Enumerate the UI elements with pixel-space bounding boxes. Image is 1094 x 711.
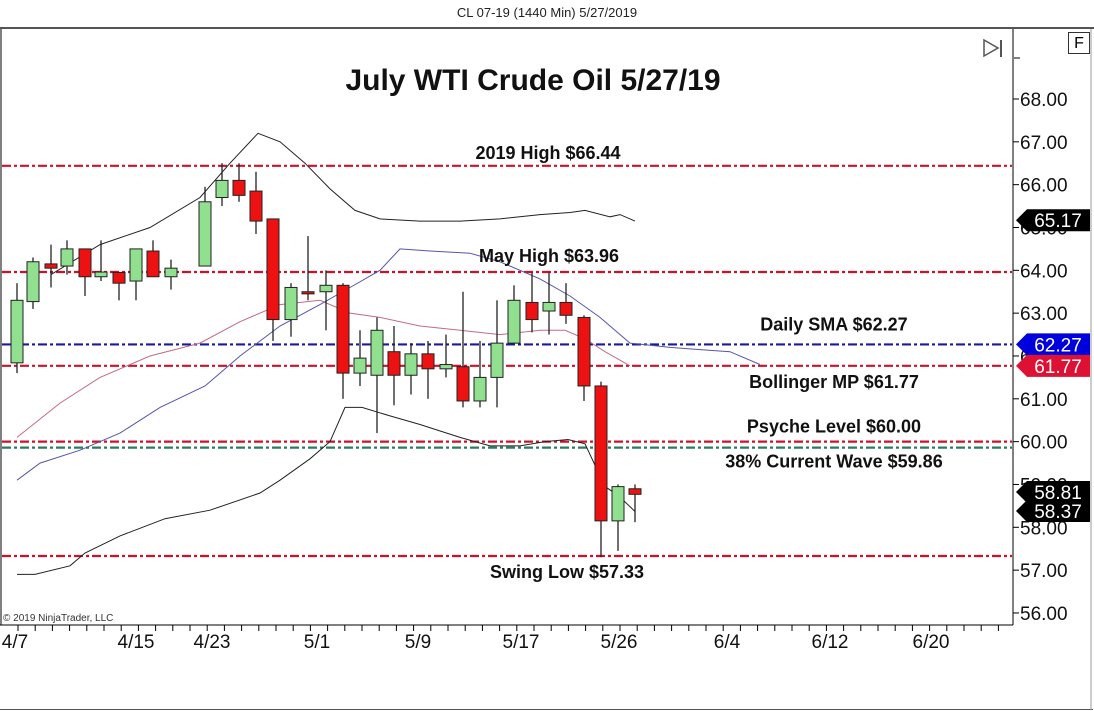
- x-tick-label: 5/17: [503, 632, 540, 653]
- candle-body[interactable]: [611, 486, 625, 522]
- indicator-line: [16, 248, 761, 481]
- candle-body[interactable]: [319, 284, 333, 293]
- level-label: Daily SMA $62.27: [760, 314, 907, 334]
- level-label: Bollinger MP $61.77: [749, 372, 919, 392]
- level-label: 38% Current Wave $59.86: [725, 452, 942, 472]
- price-marker-badge: [1016, 500, 1090, 522]
- candle-body[interactable]: [421, 353, 435, 370]
- candle-body[interactable]: [594, 385, 608, 522]
- candle-body[interactable]: [439, 364, 453, 370]
- candle-body[interactable]: [44, 263, 58, 269]
- y-tick-label: 67.00: [1020, 133, 1068, 154]
- price-marker-value: 62.27: [1034, 335, 1082, 356]
- candle-body[interactable]: [525, 301, 539, 321]
- price-marker-value: 65.17: [1034, 211, 1082, 232]
- candle-body[interactable]: [628, 488, 642, 495]
- x-tick-label: 6/20: [913, 632, 950, 653]
- candle-body[interactable]: [249, 190, 263, 222]
- x-tick-label: 4/15: [118, 632, 155, 653]
- candle-body[interactable]: [542, 301, 556, 312]
- candle-body[interactable]: [387, 351, 401, 376]
- x-tick-label: 5/26: [601, 632, 638, 653]
- x-tick-label: 4/23: [194, 632, 231, 653]
- candle-body[interactable]: [266, 218, 280, 321]
- f-button[interactable]: F: [1068, 32, 1090, 54]
- candle-body[interactable]: [507, 299, 521, 344]
- y-tick-label: 57.00: [1020, 561, 1068, 582]
- x-tick-label: 6/12: [812, 632, 849, 653]
- level-label: Psyche Level $60.00: [747, 417, 921, 437]
- candle-body[interactable]: [232, 179, 246, 196]
- level-label: May High $63.96: [479, 246, 619, 266]
- price-marker-value: 61.77: [1034, 357, 1082, 378]
- x-tick-label: 4/7: [2, 632, 28, 653]
- price-marker-value: 58.81: [1034, 483, 1082, 504]
- candle-body[interactable]: [353, 357, 367, 374]
- candle-body[interactable]: [473, 376, 487, 402]
- candle-body[interactable]: [198, 201, 212, 267]
- candle-body[interactable]: [404, 353, 418, 376]
- candle-body[interactable]: [301, 291, 315, 295]
- skip-to-end-icon[interactable]: [983, 38, 1000, 58]
- candle-body[interactable]: [490, 342, 504, 378]
- candle-body[interactable]: [26, 261, 40, 303]
- price-marker-badge: [1016, 354, 1090, 377]
- level-label: Swing Low $57.33: [490, 562, 644, 582]
- price-marker-value: 58.37: [1034, 502, 1082, 523]
- candle-body[interactable]: [164, 267, 178, 278]
- x-tick-label: 5/9: [405, 632, 431, 653]
- y-tick-label: 60.00: [1020, 433, 1068, 454]
- candle-body[interactable]: [336, 284, 350, 374]
- candle-body[interactable]: [215, 179, 229, 199]
- indicator-line: [17, 406, 636, 575]
- x-tick-label: 6/4: [714, 632, 741, 653]
- candle-body[interactable]: [10, 299, 24, 364]
- price-marker-badge: [1016, 333, 1090, 356]
- candle-body[interactable]: [60, 248, 74, 267]
- y-tick-label: 56.00: [1020, 604, 1068, 625]
- window-title: CL 07-19 (1440 Min) 5/27/2019: [456, 5, 638, 20]
- candle-body[interactable]: [94, 271, 108, 278]
- candle-body[interactable]: [78, 248, 92, 278]
- y-tick-label: 58.00: [1020, 518, 1068, 539]
- copyright-text: © 2019 NinjaTrader, LLC: [3, 613, 113, 624]
- y-tick-label: 61.00: [1020, 390, 1068, 411]
- y-tick-label: 63.00: [1020, 304, 1068, 325]
- candle-body[interactable]: [370, 329, 384, 376]
- candle-body[interactable]: [577, 316, 591, 387]
- x-tick-label: 5/1: [304, 632, 330, 653]
- candle-body[interactable]: [284, 286, 298, 321]
- level-label: 2019 High $66.44: [475, 143, 620, 163]
- candle-body[interactable]: [112, 271, 126, 284]
- price-marker-badge: [1016, 481, 1090, 503]
- candle-body[interactable]: [456, 366, 470, 402]
- chart-title: July WTI Crude Oil 5/27/19: [345, 64, 720, 97]
- price-marker-badge: [1016, 209, 1090, 232]
- indicator-line: [16, 299, 631, 438]
- candle-body[interactable]: [559, 301, 573, 316]
- y-tick-label: 64.00: [1020, 261, 1068, 282]
- candle-body[interactable]: [129, 248, 143, 282]
- y-tick-label: 66.00: [1020, 176, 1068, 197]
- y-tick-label: 68.00: [1020, 90, 1068, 111]
- candle-body[interactable]: [146, 250, 160, 278]
